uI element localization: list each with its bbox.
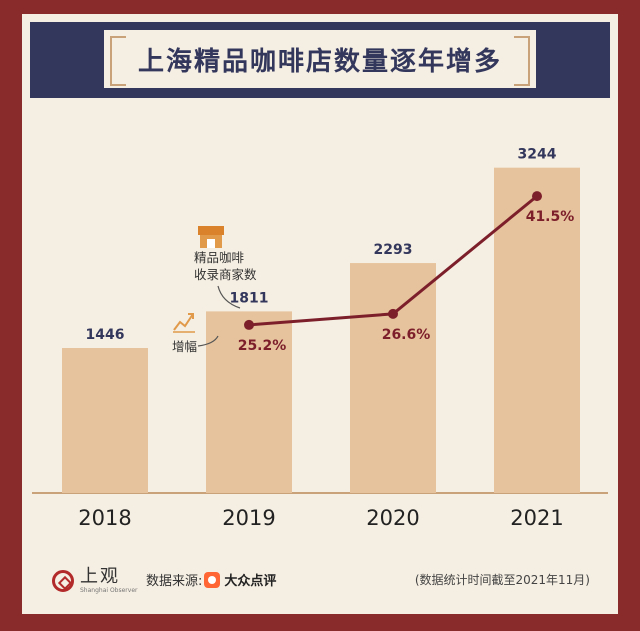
bar-value-label: 2293 [374,242,413,258]
bar [62,347,148,493]
logo-cn: 上观 [80,566,120,587]
x-tick-label: 2021 [510,506,563,530]
bar-value-label: 1446 [86,327,125,343]
bar [494,167,580,493]
footer: 上观 Shanghai Observer 数据来源: 大众点评 (数据统计时间截… [22,556,618,604]
growth-series-label: 增幅 [172,339,197,354]
source-name: 大众点评 [224,574,277,589]
dianping-icon [204,571,221,588]
bar [206,311,292,493]
rising-chart-icon [173,313,195,333]
store-icon [198,226,224,248]
growth-point [244,319,254,330]
growth-point [388,308,398,319]
bar-value-label: 1811 [230,290,269,306]
data-source: 数据来源: 大众点评 [146,570,276,589]
bar [350,263,436,493]
growth-label-connector [197,335,219,347]
title-box: 上海精品咖啡店数量逐年增多 [104,30,536,88]
growth-label: 41.5% [526,209,575,225]
growth-label: 25.2% [238,338,287,354]
logo-mark-icon [52,570,74,592]
title-bracket-left [110,36,126,86]
chart-panel: 1446 2018 1811 2019 2293 2020 3244 2021 25.2% 26.… [22,104,618,614]
growth-point [532,191,542,202]
logo-en: Shanghai Observer [80,587,138,594]
bar-value-label: 3244 [518,147,557,163]
x-tick-label: 2019 [222,506,275,530]
growth-label: 26.6% [382,327,431,343]
x-tick-label: 2020 [366,506,419,530]
source-label: 数据来源: [146,574,203,589]
chart-title: 上海精品咖啡店数量逐年增多 [137,46,502,77]
title-bracket-right [514,36,530,86]
data-note: (数据统计时间截至2021年11月) [414,573,590,587]
bar-annotation-label: 精品咖啡 [194,250,245,265]
bar-line-chart: 1446 2018 1811 2019 2293 2020 3244 2021 25.2% 26.… [32,147,608,530]
x-tick-label: 2018 [78,506,131,530]
bar-annotation-label: 收录商家数 [194,267,257,282]
logo-text: 上观 Shanghai Observer [80,568,137,594]
annotation-connector [217,285,241,309]
logo: 上观 Shanghai Observer [52,566,152,596]
